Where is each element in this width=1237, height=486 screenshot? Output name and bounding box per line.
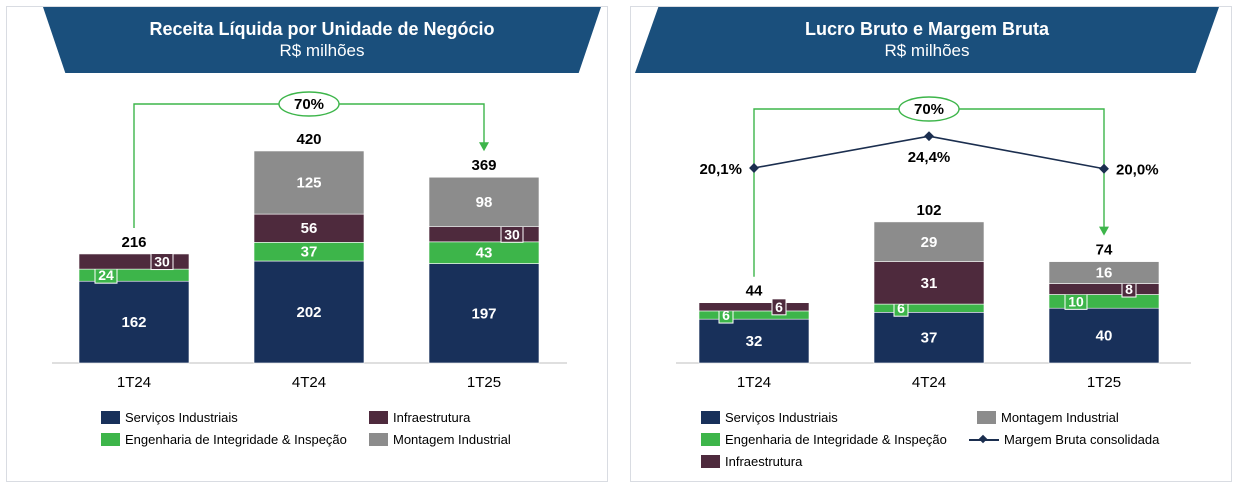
growth-arrow-head	[1099, 226, 1109, 236]
gross-profit-chart-subtitle: R$ milhões	[884, 41, 970, 60]
bar-segment-servicos-industriais-4t24	[253, 260, 365, 364]
bar-segment-servicos-industriais-4t24	[873, 312, 985, 364]
data-label: 162	[121, 314, 146, 331]
legend-swatch-servicos	[701, 411, 720, 424]
data-label: 56	[301, 220, 318, 237]
data-label-box	[771, 298, 787, 316]
revenue-chart-subtitle: R$ milhões	[279, 41, 365, 60]
revenue-chart-panel: Receita Líquida por Unidade de Negócio R…	[6, 6, 608, 482]
bar-segment-montagem-industrial-4t24	[253, 150, 365, 215]
legend-item-infraestrutura: Infraestrutura	[369, 410, 470, 425]
revenue-chart-legend: Serviços Industriais Infraestrutura Enge…	[7, 7, 607, 483]
data-label: 37	[921, 330, 938, 347]
legend-swatch-engenharia	[701, 433, 720, 446]
x-tick-label: 4T24	[292, 374, 326, 391]
growth-arrow-head	[479, 142, 489, 152]
legend-item-servicos: Serviços Industriais	[701, 410, 838, 425]
bar-segment-infraestrutura-4t24	[253, 213, 365, 243]
legend-swatch-margem	[969, 433, 999, 446]
legend-label: Serviços Industriais	[725, 410, 838, 425]
data-label: 16	[1096, 265, 1113, 282]
legend-item-engenharia: Engenharia de Integridade & Inspeção	[101, 432, 347, 447]
x-tick-label: 1T25	[1087, 374, 1121, 391]
data-label: 30	[504, 226, 520, 242]
legend-item-servicos: Serviços Industriais	[101, 410, 238, 425]
data-label: 6	[722, 307, 730, 323]
bar-segment-montagem-industrial-1t25	[428, 176, 540, 228]
legend-label: Serviços Industriais	[125, 410, 238, 425]
revenue-chart-plot: 162 24 30 216 1T24 202 37 56 125 420 4T24 197 43 30 98…	[52, 91, 567, 391]
x-tick-label: 1T25	[467, 374, 501, 391]
legend-swatch-infraestrutura	[701, 455, 720, 468]
gross-profit-chart-plot: 32 6 6 44 1T24 37 6 31 29 102 4T24 40 10 8 16 74 1T25 70%…	[676, 96, 1191, 391]
margin-label: 24,4%	[908, 149, 951, 166]
legend-label: Margem Bruta consolidada	[1004, 432, 1160, 447]
data-label: 8	[1125, 281, 1133, 297]
legend-item-engenharia: Engenharia de Integridade & Inspeção	[701, 432, 947, 447]
x-tick-label: 1T24	[737, 374, 771, 391]
gross-profit-chart-title: Lucro Bruto e Margem Bruta	[804, 19, 1050, 39]
data-label: 24	[98, 267, 114, 283]
data-label: 197	[471, 305, 496, 322]
growth-badge	[278, 91, 340, 117]
data-label: 40	[1096, 328, 1113, 345]
margin-label: 20,0%	[1116, 162, 1159, 179]
legend-item-margem: Margem Bruta consolidada	[969, 432, 1159, 447]
data-label-box	[150, 253, 174, 271]
data-label: 29	[921, 234, 938, 251]
total-label: 369	[471, 157, 496, 174]
legend-swatch-infraestrutura	[369, 411, 388, 424]
legend-label: Montagem Industrial	[393, 432, 511, 447]
data-label: 30	[154, 254, 170, 270]
data-label: 32	[746, 333, 763, 350]
legend-swatch-montagem	[369, 433, 388, 446]
legend-label: Engenharia de Integridade & Inspeção	[725, 432, 947, 447]
legend-swatch-engenharia	[101, 433, 120, 446]
data-label: 37	[301, 244, 318, 261]
total-label: 102	[916, 202, 941, 219]
bar-segment-servicos-industriais-1t25	[1048, 307, 1160, 364]
legend-label: Montagem Industrial	[1001, 410, 1119, 425]
margin-point	[1099, 163, 1109, 174]
legend-swatch-montagem	[977, 411, 996, 424]
bar-segment-servicos-industriais-1t25	[428, 263, 540, 364]
bar-segment-infraestrutura-1t24	[698, 302, 810, 312]
legend-item-montagem: Montagem Industrial	[977, 410, 1119, 425]
total-label: 44	[746, 283, 763, 300]
legend-label: Engenharia de Integridade & Inspeção	[125, 432, 347, 447]
legend-label: Infraestrutura	[393, 410, 471, 425]
legend-label: Infraestrutura	[725, 454, 803, 469]
data-label: 202	[296, 304, 321, 321]
total-label: 74	[1096, 242, 1113, 259]
data-label: 43	[476, 245, 493, 262]
data-label: 10	[1068, 293, 1084, 309]
growth-badge	[898, 96, 960, 122]
growth-label: 70%	[914, 101, 944, 118]
margin-point	[749, 163, 759, 173]
data-label: 125	[296, 175, 321, 192]
bar-segment-montagem-industrial-1t25	[1048, 261, 1160, 284]
bar-segment-servicos-industriais-1t24	[698, 318, 810, 364]
data-label: 6	[897, 300, 905, 316]
margin-point	[924, 131, 934, 142]
data-label: 98	[476, 194, 493, 211]
gross-profit-chart-title-banner: Lucro Bruto e Margem Bruta R$ milhões	[635, 7, 1219, 73]
legend-swatch-servicos	[101, 411, 120, 424]
total-label: 216	[121, 234, 146, 251]
revenue-chart-title-banner: Receita Líquida por Unidade de Negócio R…	[43, 7, 601, 73]
x-tick-label: 1T24	[117, 374, 151, 391]
margin-label: 20,1%	[699, 161, 742, 178]
legend-item-montagem: Montagem Industrial	[369, 432, 511, 447]
bar-segment-montagem-industrial-4t24	[873, 221, 985, 262]
data-label: 6	[775, 299, 783, 315]
gross-profit-chart-panel: Lucro Bruto e Margem Bruta R$ milhões 32…	[630, 6, 1232, 482]
legend-item-infraestrutura: Infraestrutura	[701, 454, 802, 469]
revenue-chart-title: Receita Líquida por Unidade de Negócio	[149, 19, 495, 39]
data-label: 31	[921, 275, 938, 292]
x-tick-label: 4T24	[912, 374, 946, 391]
growth-label: 70%	[294, 96, 324, 113]
total-label: 420	[296, 131, 321, 148]
gross-profit-chart-legend: Serviços Industriais Montagem Industrial…	[631, 7, 1231, 483]
